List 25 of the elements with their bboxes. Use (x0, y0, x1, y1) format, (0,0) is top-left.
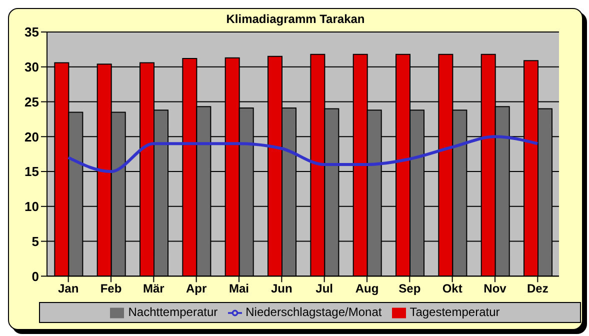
y-tick-label: 20 (24, 129, 39, 144)
x-tick-label: Mär (142, 282, 165, 296)
y-tick-label: 5 (32, 234, 39, 249)
x-tick-label: Sep (398, 282, 421, 296)
x-tick-label: Okt (442, 282, 462, 296)
y-tick-label: 30 (24, 59, 39, 74)
y-tick-label: 0 (32, 268, 39, 284)
x-tick-label: Feb (100, 282, 122, 296)
x-tick-label: Jan (58, 282, 79, 296)
y-tick-label: 10 (24, 199, 39, 214)
legend-label: Tagestemperatur (410, 305, 500, 320)
legend-label: Nachttemperatur (128, 305, 218, 320)
y-tick-label: 35 (24, 24, 39, 40)
line-series (66, 135, 540, 174)
x-tick-label: Apr (186, 282, 207, 296)
chart-title: Klimadiagramm Tarakan (225, 11, 366, 26)
y-tick-label: 15 (24, 164, 39, 180)
x-tick-label: Mai (228, 282, 250, 296)
x-tick-label: Dez (526, 282, 548, 296)
legend-label: Niederschlagstage/Monat (246, 305, 382, 320)
y-tick-label: 25 (24, 94, 39, 110)
x-tick-label: Jul (316, 282, 334, 296)
x-tick-label: Jun (270, 282, 292, 296)
x-tick-label: Nov (484, 282, 507, 296)
x-tick-label: Aug (355, 282, 379, 296)
